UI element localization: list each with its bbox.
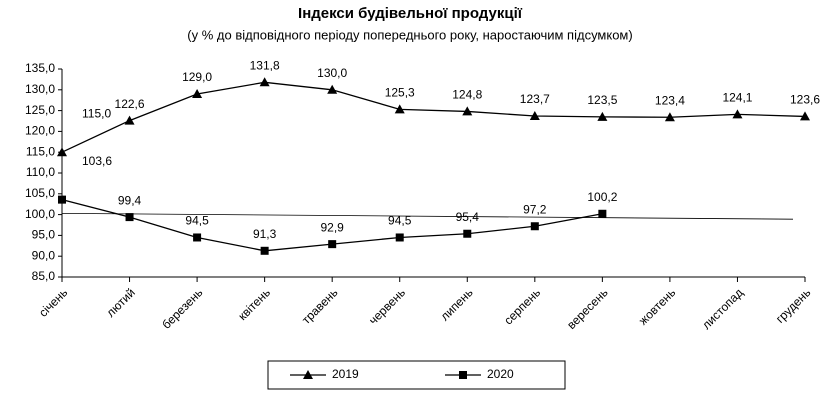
marker: [259, 77, 270, 87]
marker: [529, 111, 540, 121]
data-label: 129,0: [182, 70, 212, 84]
x-tick-label: травень: [299, 285, 340, 326]
y-tick-label: 110,0: [26, 165, 55, 179]
marker: [800, 111, 810, 121]
data-label: 124,8: [452, 88, 482, 102]
marker: [395, 233, 404, 242]
y-tick-label: 90,0: [32, 248, 56, 262]
y-tick-label: 125,0: [25, 103, 55, 117]
marker: [328, 240, 337, 249]
series-line: [61, 81, 806, 153]
x-tick-label: листопад: [699, 285, 746, 332]
trend-line: [61, 212, 794, 220]
y-tick-label: 105,0: [25, 186, 55, 200]
marker: [394, 104, 405, 114]
data-label: 131,8: [250, 58, 280, 72]
x-tick-label: лютий: [104, 285, 138, 319]
marker: [598, 209, 607, 218]
data-label: 103,6: [82, 154, 112, 168]
marker: [732, 109, 743, 119]
marker: [462, 106, 473, 116]
x-tick-label: вересень: [564, 285, 611, 332]
y-tick-label: 85,0: [32, 269, 56, 283]
data-label: 99,4: [118, 193, 142, 207]
marker: [463, 229, 472, 238]
marker: [597, 111, 608, 121]
marker: [58, 195, 66, 204]
data-label: 122,6: [115, 97, 145, 111]
legend-label: 2020: [487, 367, 514, 381]
marker: [303, 370, 313, 379]
y-tick-label: 100,0: [25, 207, 55, 221]
marker: [124, 115, 135, 125]
x-tick-label: січень: [36, 285, 70, 319]
x-tick-label: березень: [159, 285, 205, 331]
data-label: 91,3: [253, 227, 277, 241]
data-label: 123,5: [587, 93, 617, 107]
marker: [192, 88, 203, 98]
marker: [260, 246, 269, 255]
data-label: 130,0: [317, 66, 347, 80]
chart-title: Індекси будівельної продукції: [298, 5, 523, 22]
marker: [57, 147, 67, 157]
y-tick-label: 120,0: [25, 124, 55, 138]
data-label: 123,7: [520, 92, 550, 106]
y-tick-label: 115,0: [26, 144, 55, 158]
x-tick-label: липень: [438, 285, 476, 323]
marker: [125, 213, 134, 222]
legend-box: [267, 360, 566, 390]
marker: [530, 222, 539, 231]
marker: [327, 84, 338, 94]
y-tick-label: 95,0: [32, 228, 56, 242]
x-tick-label: червень: [366, 285, 408, 327]
data-label: 92,9: [321, 220, 345, 234]
marker: [664, 112, 675, 122]
x-tick-label: грудень: [773, 285, 813, 325]
data-label: 125,3: [385, 86, 415, 100]
data-label: 94,5: [388, 214, 412, 228]
y-tick-label: 130,0: [25, 82, 55, 96]
data-label: 123,4: [655, 93, 685, 107]
data-label: 94,5: [185, 214, 209, 228]
marker: [459, 371, 467, 379]
data-label: 115,0: [82, 106, 111, 120]
data-label: 97,2: [523, 202, 547, 216]
x-tick-label: жовтень: [636, 285, 678, 327]
marker: [193, 233, 202, 242]
chart-subtitle: (у % до відповідного періоду попередньог…: [187, 27, 632, 42]
data-label: 100,2: [587, 190, 617, 204]
data-label: 123,6: [790, 93, 820, 107]
x-tick-label: серпень: [501, 285, 543, 327]
data-label: 124,1: [722, 91, 752, 105]
x-tick-label: квітень: [235, 285, 273, 323]
y-tick-label: 135,0: [25, 61, 55, 75]
legend-label: 2019: [332, 367, 359, 381]
data-label: 95,4: [456, 210, 480, 224]
